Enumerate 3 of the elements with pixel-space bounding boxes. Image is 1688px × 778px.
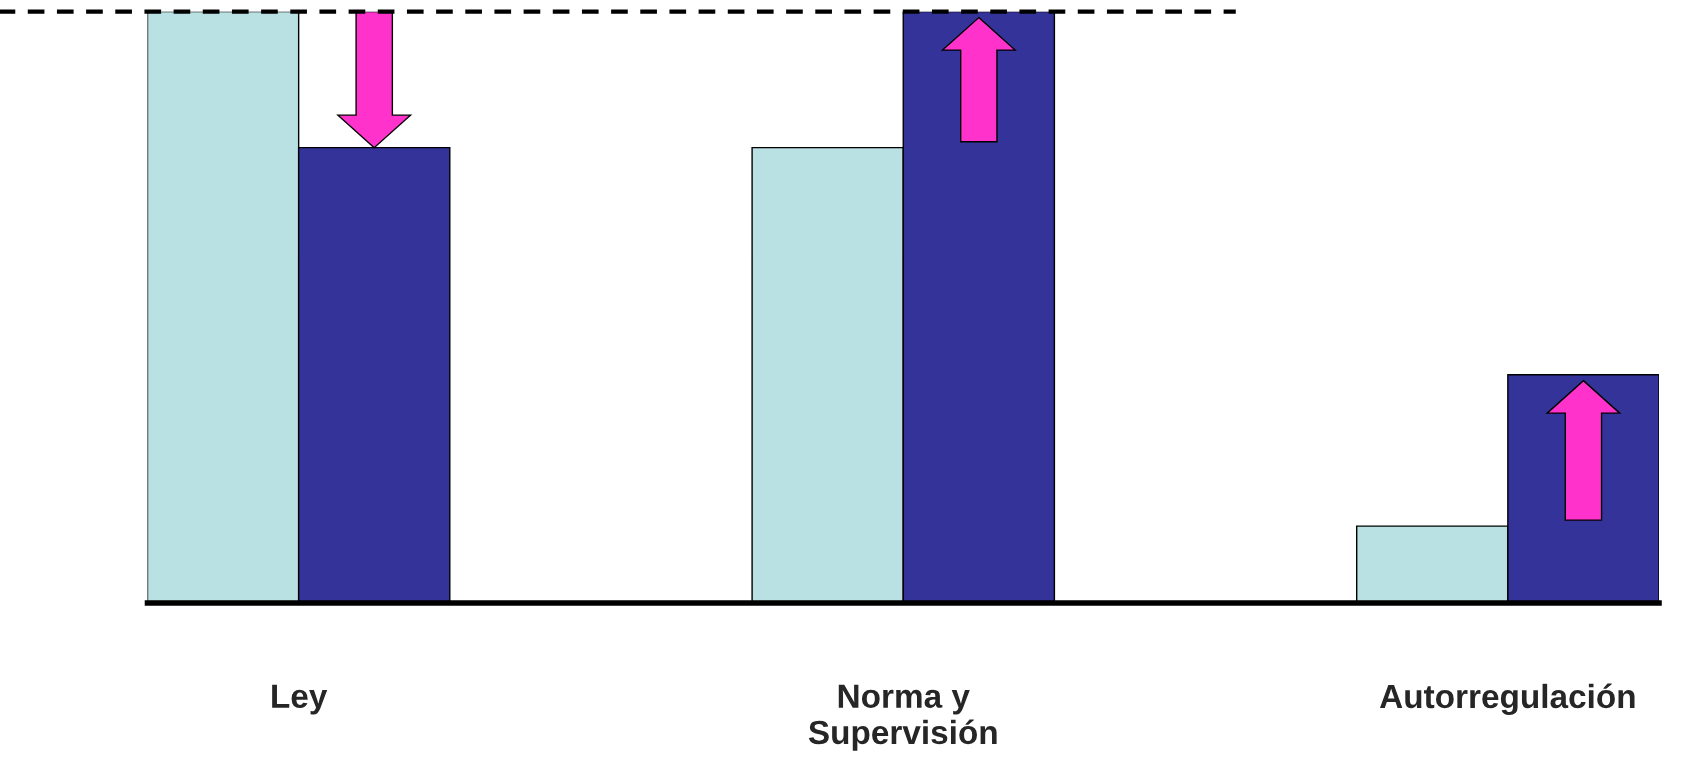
x-tick-label: Norma y Supervisión [808, 684, 997, 751]
x-tick-label: Autorregulación [1379, 683, 1635, 716]
x-tick-label: Ley [272, 684, 328, 715]
